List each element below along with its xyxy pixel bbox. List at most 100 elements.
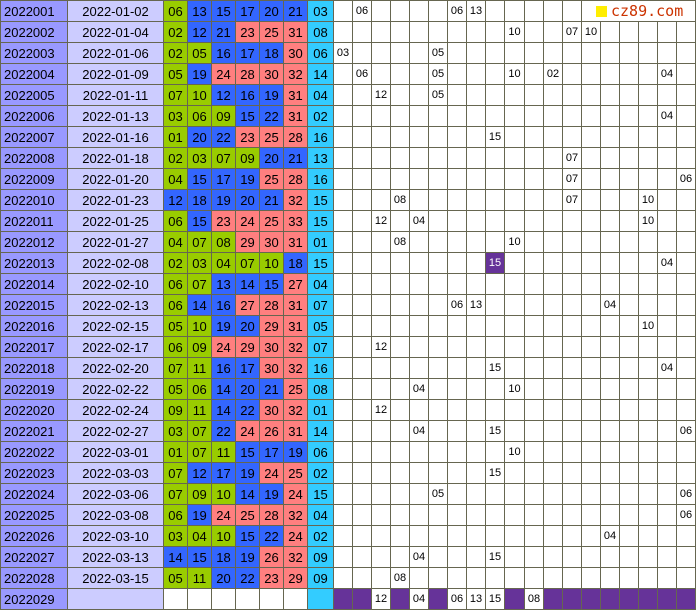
distribution-cell bbox=[409, 231, 429, 253]
issue: 2022006 bbox=[0, 105, 68, 127]
distribution-cell bbox=[676, 378, 696, 400]
blue-ball: 16 bbox=[307, 357, 334, 379]
distribution-cell bbox=[409, 336, 429, 358]
distribution-cell bbox=[485, 525, 505, 547]
distribution-cell: 06 bbox=[676, 168, 696, 190]
distribution-cell: 04 bbox=[409, 378, 429, 400]
blue-ball: 16 bbox=[307, 126, 334, 148]
distribution-cell bbox=[619, 399, 639, 421]
red-ball: 21 bbox=[283, 0, 308, 22]
distribution-cell bbox=[524, 105, 544, 127]
red-ball: 19 bbox=[259, 483, 284, 505]
distribution-cell bbox=[352, 357, 372, 379]
red-ball: 26 bbox=[259, 420, 284, 442]
red-ball: 24 bbox=[211, 336, 236, 358]
distribution-cell bbox=[504, 273, 525, 295]
distribution-cell bbox=[409, 462, 429, 484]
distribution-cell bbox=[447, 483, 467, 505]
distribution-cell bbox=[524, 378, 544, 400]
distribution-cell bbox=[504, 546, 525, 568]
distribution-cell bbox=[657, 42, 677, 64]
distribution-cell bbox=[371, 21, 391, 43]
issue: 2022023 bbox=[0, 462, 68, 484]
distribution-cell bbox=[485, 378, 505, 400]
distribution-cell bbox=[485, 399, 505, 421]
distribution-cell bbox=[657, 189, 677, 211]
distribution-cell bbox=[352, 336, 372, 358]
red-ball: 15 bbox=[187, 210, 212, 232]
distribution-cell bbox=[657, 210, 677, 232]
red-ball: 07 bbox=[187, 273, 212, 295]
blue-ball: 13 bbox=[307, 147, 334, 169]
red-ball: 32 bbox=[283, 189, 308, 211]
red-ball: 16 bbox=[235, 84, 260, 106]
distribution-cell bbox=[581, 42, 601, 64]
distribution-cell bbox=[543, 21, 563, 43]
distribution-cell bbox=[562, 525, 582, 547]
distribution-cell bbox=[619, 21, 639, 43]
issue: 2022002 bbox=[0, 21, 68, 43]
red-ball: 05 bbox=[163, 378, 188, 400]
distribution-cell bbox=[504, 525, 525, 547]
red-ball: 17 bbox=[235, 42, 260, 64]
distribution-cell bbox=[657, 21, 677, 43]
distribution-cell bbox=[543, 525, 563, 547]
red-ball: 31 bbox=[283, 84, 308, 106]
distribution-cell bbox=[485, 21, 505, 43]
date: 2022-01-06 bbox=[67, 42, 164, 64]
red-ball: 03 bbox=[163, 420, 188, 442]
distribution-cell bbox=[638, 126, 658, 148]
red-ball: 23 bbox=[235, 126, 260, 148]
distribution-cell bbox=[371, 189, 391, 211]
red-ball: 22 bbox=[211, 420, 236, 442]
red-ball: 22 bbox=[259, 525, 284, 547]
distribution-cell bbox=[352, 84, 372, 106]
date: 2022-01-23 bbox=[67, 189, 164, 211]
date: 2022-01-25 bbox=[67, 210, 164, 232]
distribution-cell bbox=[390, 462, 410, 484]
distribution-cell bbox=[524, 189, 544, 211]
distribution-cell bbox=[428, 399, 448, 421]
distribution-cell bbox=[562, 294, 582, 316]
distribution-cell bbox=[600, 21, 620, 43]
distribution-cell bbox=[600, 420, 620, 442]
distribution-cell: 03 bbox=[333, 42, 353, 64]
distribution-cell bbox=[581, 483, 601, 505]
red-ball: 13 bbox=[211, 273, 236, 295]
distribution-cell bbox=[524, 462, 544, 484]
logo-icon bbox=[596, 5, 607, 17]
distribution-cell bbox=[352, 567, 372, 589]
distribution-cell bbox=[352, 147, 372, 169]
distribution-cell bbox=[581, 420, 601, 442]
distribution-cell bbox=[638, 273, 658, 295]
distribution-cell bbox=[581, 84, 601, 106]
distribution-cell bbox=[447, 63, 467, 85]
distribution-cell bbox=[333, 294, 353, 316]
distribution-cell bbox=[390, 147, 410, 169]
distribution-cell bbox=[543, 504, 563, 526]
distribution-cell bbox=[581, 462, 601, 484]
distribution-cell bbox=[333, 189, 353, 211]
distribution-cell bbox=[600, 504, 620, 526]
distribution-cell bbox=[524, 126, 544, 148]
distribution-cell: 06 bbox=[352, 0, 372, 22]
distribution-cell bbox=[352, 378, 372, 400]
distribution-cell: 06 bbox=[352, 63, 372, 85]
distribution-cell bbox=[638, 42, 658, 64]
distribution-cell bbox=[352, 168, 372, 190]
red-ball: 19 bbox=[235, 546, 260, 568]
red-ball: 07 bbox=[187, 231, 212, 253]
date: 2022-03-03 bbox=[67, 462, 164, 484]
distribution-cell bbox=[600, 189, 620, 211]
distribution-cell bbox=[466, 483, 486, 505]
distribution-cell: 15 bbox=[485, 252, 505, 274]
distribution-cell bbox=[447, 168, 467, 190]
distribution-cell bbox=[504, 42, 525, 64]
distribution-cell bbox=[600, 378, 620, 400]
distribution-cell: 15 bbox=[485, 126, 505, 148]
distribution-cell bbox=[543, 546, 563, 568]
issue: 2022001 bbox=[0, 0, 68, 22]
distribution-cell: 05 bbox=[428, 483, 448, 505]
distribution-cell bbox=[352, 441, 372, 463]
issue: 2022008 bbox=[0, 147, 68, 169]
